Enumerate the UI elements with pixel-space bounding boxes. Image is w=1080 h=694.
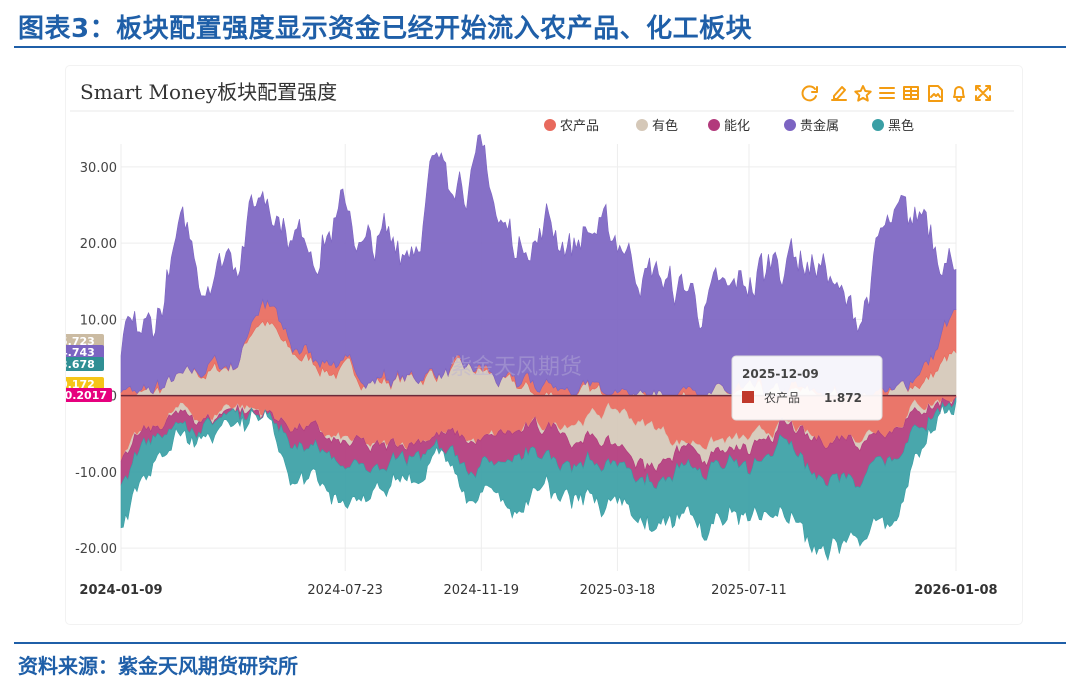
edit-icon-glyph [831,86,847,101]
legend-label: 黑色 [888,118,914,134]
y-tick-label: -10.00 [75,466,117,481]
series-area-贵金属 [120,133,957,397]
bell-icon[interactable] [950,84,970,104]
x-tick-label: 2025-03-18 [580,583,656,598]
y-axis-badge: 4.743 [56,345,104,359]
tooltip-box [731,355,883,421]
chart-panel: Smart Money板块配置强度 农产品 有色 能化 贵金属 黑色 30.00 20.0… [56,66,1022,624]
star-icon[interactable] [854,84,874,104]
edit-icon[interactable] [830,84,850,104]
list-icon-glyph [879,87,895,99]
y-tick-label: 10.00 [80,313,117,328]
legend-swatch [636,119,648,131]
legend-item[interactable]: 黑色 [872,118,914,134]
y-tick-label: 30.00 [80,161,117,176]
x-tick-label: 2026-01-08 [914,583,997,598]
chart-toolbar [801,84,994,104]
legend-swatch [784,119,796,131]
tooltip-date: 2025-12-09 [742,367,819,381]
tooltip-value: 1.872 [824,391,862,405]
legend-label: 能化 [724,119,750,134]
legend-swatch [872,119,884,131]
badge-label: 3.678 [66,358,95,371]
badge-bg [56,334,104,348]
y-axis-badge: -0.2017 [56,388,112,402]
legend-swatch [544,119,556,131]
figure-title: 图表3：板块配置强度显示资金已经开始流入农产品、化工板块 [18,14,753,44]
refresh-icon[interactable] [801,84,826,104]
title-rule [14,46,1066,48]
source-rule [14,642,1066,644]
badge-bg [56,357,104,371]
tooltip: 2025-12-09 农产品 1.872 [731,355,883,421]
badge-bg [56,345,104,359]
chart-legend: 农产品 有色 能化 贵金属 黑色 [544,118,914,134]
badge-label: -0.2017 [66,389,107,402]
y-axis-badges: 5.7234.7433.678 0.172-0.2017 [56,334,112,402]
y-tick-label: 0 [109,390,117,405]
watermark: 紫金天风期货 [450,355,582,380]
badge-label: 4.743 [66,346,95,359]
refresh-icon-glyph [801,85,818,102]
x-tick-label: 2025-07-11 [711,583,787,598]
legend-item[interactable]: 贵金属 [784,118,839,134]
chart-svg: Smart Money板块配置强度 农产品 有色 能化 贵金属 黑色 30.00 20.0… [56,80,1014,598]
y-axis-badge: 0.172 [56,377,104,391]
x-tick-label: 2024-07-23 [307,583,383,598]
expand-icon-glyph [975,85,991,101]
legend-item[interactable]: 能化 [708,119,750,134]
list-icon[interactable] [878,84,898,104]
legend-item[interactable]: 有色 [636,118,678,134]
legend-item[interactable]: 农产品 [544,119,599,134]
badge-bg [56,388,112,402]
y-axis-badge: 3.678 [56,357,104,371]
image-icon[interactable] [926,84,946,104]
y-tick-label: -20.00 [75,542,117,557]
badge-label: 5.723 [66,335,95,348]
bell-icon-glyph [953,86,965,102]
image-icon-glyph [928,85,943,102]
legend-swatch [708,119,720,131]
tooltip-swatch [742,391,754,403]
series-area-黑色 [120,397,957,562]
tooltip-series: 农产品 [764,391,800,405]
source-note: 资料来源：紫金天风期货研究所 [18,654,298,678]
expand-icon[interactable] [974,84,994,104]
y-tick-label: 20.00 [80,237,117,252]
legend-label: 贵金属 [800,118,839,134]
series-layer [120,133,957,562]
legend-label: 有色 [652,118,678,134]
y-axis-badge: 5.723 [56,334,104,348]
x-tick-label: 2024-11-19 [444,583,520,598]
legend-label: 农产品 [560,119,599,134]
star-icon-glyph [854,85,872,102]
chart-title: Smart Money板块配置强度 [80,80,337,104]
x-tick-label: 2024-01-09 [79,583,162,598]
badge-bg [56,377,104,391]
table-icon[interactable] [902,84,922,104]
badge-label: 0.172 [66,378,95,391]
table-icon-glyph [903,86,919,100]
